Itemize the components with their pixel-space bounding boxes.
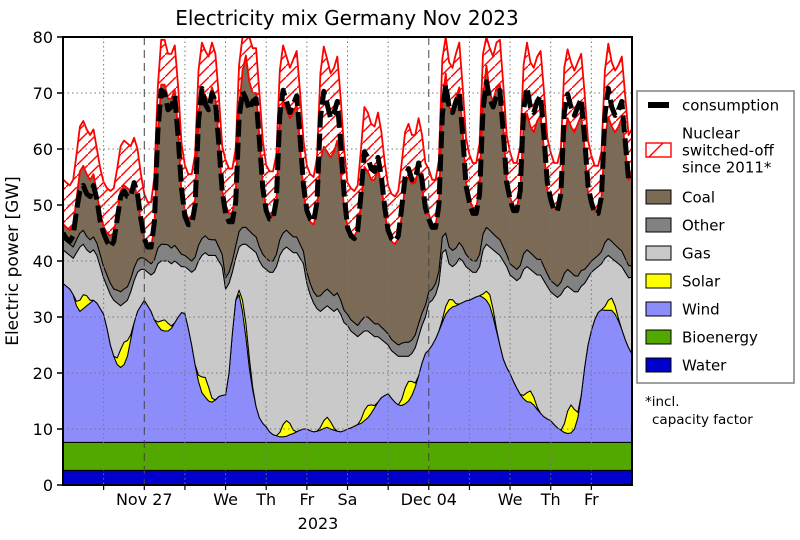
x-tick-label: Nov 27	[116, 490, 173, 509]
legend-item-wind: Wind	[645, 301, 720, 319]
legend-label-coal: Coal	[682, 189, 715, 207]
legend-swatch-gas-icon	[645, 245, 672, 261]
legend-swatch-solar-icon	[645, 273, 672, 289]
legend-item-solar: Solar	[645, 273, 721, 291]
x-tick-label: Sa	[338, 490, 358, 509]
y-tick-label: 70	[33, 84, 53, 103]
legend-item-water: Water	[645, 357, 727, 375]
chart-title: Electricity mix Germany Nov 2023	[175, 6, 519, 30]
y-tick-label: 50	[33, 196, 53, 215]
x-tick-label: Dec 04	[401, 490, 457, 509]
legend-nuclear-hatch-line	[648, 142, 664, 158]
y-axis-label: Electric power [GW]	[3, 176, 23, 346]
legend-label-solar: Solar	[682, 273, 721, 291]
legend-label-nuclear: Nuclear switched-off since 2011*	[682, 125, 775, 177]
legend-swatch-other-icon	[645, 217, 672, 233]
consumption-line	[63, 79, 632, 250]
y-tick-label: 30	[33, 308, 53, 327]
y-tick-label: 0	[43, 476, 53, 495]
legend-label-wind: Wind	[682, 301, 720, 319]
legend-label-bioenergy: Bioenergy	[682, 329, 758, 347]
legend-swatch-bioenergy-icon	[645, 329, 672, 345]
x-tick-label: Th	[540, 490, 561, 509]
footnote-line2: capacity factor	[652, 412, 753, 428]
legend-item-nuclear: Nuclear switched-off since 2011*	[645, 125, 775, 177]
legend-swatch-water-icon	[645, 357, 672, 373]
y-tick-label: 80	[33, 28, 53, 47]
legend-item-other: Other	[645, 217, 725, 235]
area-nuclear-outline	[63, 37, 632, 248]
y-tick-label: 40	[33, 252, 53, 271]
legend-item-coal: Coal	[645, 189, 715, 207]
x-tick-label: Fr	[584, 490, 599, 509]
legend-consumption-dash-icon	[648, 102, 669, 108]
legend-item-consumption: consumption	[648, 97, 779, 115]
legend-swatch-coal-icon	[645, 189, 672, 205]
x-axis-year-label: 2023	[298, 514, 339, 533]
y-tick-label: 10	[33, 420, 53, 439]
legend-swatch-wind-icon	[645, 301, 672, 317]
y-tick-label: 60	[33, 140, 53, 159]
legend-label-gas: Gas	[682, 245, 711, 263]
legend-label-consumption: consumption	[682, 97, 779, 115]
legend-label-water: Water	[682, 357, 727, 375]
x-tick-label: We	[213, 490, 238, 509]
legend-item-bioenergy: Bioenergy	[645, 329, 758, 347]
x-tick-label: Th	[255, 490, 276, 509]
legend-nuclear-hatch-icon	[645, 142, 672, 158]
legend-item-gas: Gas	[645, 245, 711, 263]
y-tick-label: 20	[33, 364, 53, 383]
x-tick-label: We	[498, 490, 523, 509]
footnote-line1: *incl.	[645, 394, 680, 410]
x-tick-label: Fr	[300, 490, 315, 509]
legend-label-other: Other	[682, 217, 725, 235]
